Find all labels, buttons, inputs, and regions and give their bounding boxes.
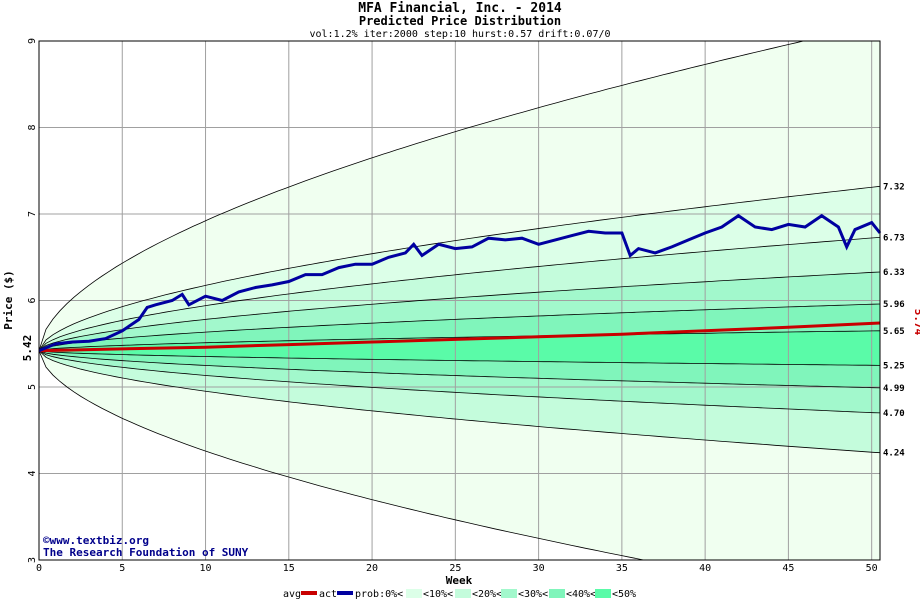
legend-band30-swatch xyxy=(501,589,517,598)
percentile-bands xyxy=(39,41,880,560)
curve-p20_upper xyxy=(39,237,880,351)
curve-p40_upper xyxy=(39,303,880,352)
curve-p40_lower xyxy=(39,350,880,389)
y-tick-label: 9 xyxy=(27,38,38,44)
legend-band50-swatch xyxy=(595,589,611,598)
legend: avg act prob:0%< <10%< <20%< <30%< <40%<… xyxy=(283,589,636,600)
x-tick-label: 20 xyxy=(366,563,378,574)
legend-band10-swatch xyxy=(406,589,422,598)
band-p40-p50-lower xyxy=(39,350,880,388)
y-tick-label: 6 xyxy=(27,297,38,303)
edge-label-p20_upper: 6.73 xyxy=(883,233,905,243)
legend-band20-swatch xyxy=(455,589,471,598)
legend-act-swatch xyxy=(337,591,353,595)
y-tick-label: 5 xyxy=(27,384,38,390)
end-price-label: 5.74 xyxy=(912,309,920,336)
credit-line-2: The Research Foundation of SUNY xyxy=(43,546,249,559)
y-tick-label: 3 xyxy=(27,557,38,563)
x-tick-label: 5 xyxy=(119,563,125,574)
y-tick-label: 8 xyxy=(27,124,38,130)
percentile-curves xyxy=(39,41,880,560)
y-axis-ticks: 3 4 5 6 7 8 9 xyxy=(27,38,38,563)
x-tick-label: 50 xyxy=(866,563,878,574)
x-tick-label: 30 xyxy=(533,563,545,574)
edge-label-p40_upper: 5.96 xyxy=(883,300,905,310)
legend-p50-label: <50% xyxy=(612,589,636,600)
y-tick-label: 7 xyxy=(27,211,38,217)
curve-p0_lower xyxy=(39,350,647,560)
band-p20-p30-lower xyxy=(39,350,880,453)
edge-label-p40_lower: 4.99 xyxy=(883,384,905,394)
curve-p30_lower xyxy=(39,350,880,414)
legend-avg-label: avg xyxy=(283,589,301,600)
band-p40-p50-upper xyxy=(39,304,880,351)
y-tick-label: 4 xyxy=(27,470,38,476)
chart-subtitle: Predicted Price Distribution xyxy=(359,14,561,28)
edge-label-p50_lower: 5.25 xyxy=(883,361,905,371)
curve-p50_lower xyxy=(39,350,880,366)
x-tick-label: 15 xyxy=(283,563,295,574)
chart-params: vol:1.2% iter:2000 step:10 hurst:0.57 dr… xyxy=(309,29,610,40)
chart-title: MFA Financial, Inc. - 2014 xyxy=(358,1,562,16)
credit-line-1: ©www.textbiz.org xyxy=(43,534,149,547)
x-axis-label: Week xyxy=(446,574,473,587)
curve-p30_upper xyxy=(39,271,880,352)
edge-label-p20_lower: 4.24 xyxy=(883,449,905,459)
legend-p30-label: <30%< xyxy=(518,589,548,600)
edge-label-p30_lower: 4.70 xyxy=(883,409,905,419)
band-p0-p20-lower xyxy=(39,350,880,560)
start-price-label: 5.42 xyxy=(21,335,34,362)
percentile-edge-labels: 7.32 6.73 6.33 5.96 5.65 5.25 4.99 4.70 4.24 xyxy=(883,182,905,458)
legend-band40-swatch xyxy=(549,589,565,598)
legend-avg-swatch xyxy=(301,591,317,595)
legend-p20-label: <20%< xyxy=(472,589,502,600)
x-tick-label: 40 xyxy=(699,563,711,574)
y-axis-label: Price ($) xyxy=(2,270,15,330)
legend-p10-label: <10%< xyxy=(423,589,453,600)
curve-p20_lower xyxy=(39,350,880,454)
x-tick-label: 0 xyxy=(36,563,42,574)
legend-act-label: act xyxy=(319,589,337,600)
x-tick-label: 25 xyxy=(449,563,461,574)
band-p30-p40-upper xyxy=(39,272,880,351)
x-axis-ticks: 0 5 10 15 20 25 30 35 40 45 50 xyxy=(36,563,878,574)
act-series-line xyxy=(38,213,882,353)
edge-label-p50_upper: 5.65 xyxy=(883,327,905,337)
band-p0-p10-upper xyxy=(39,41,880,351)
plot-frame xyxy=(38,40,881,561)
band-p50-center xyxy=(39,330,880,366)
band-p20-p30-upper xyxy=(39,237,880,351)
curve-p10_upper xyxy=(39,185,880,351)
edge-label-p30_upper: 6.33 xyxy=(883,268,905,278)
x-tick-label: 10 xyxy=(200,563,212,574)
x-tick-label: 45 xyxy=(782,563,794,574)
legend-p40-label: <40%< xyxy=(566,589,596,600)
band-p10-p20-upper xyxy=(39,186,880,351)
curve-p0_upper xyxy=(39,41,806,351)
edge-label-p10_upper: 7.32 xyxy=(883,182,905,192)
avg-series-line xyxy=(38,321,881,353)
band-p30-p40-lower xyxy=(39,350,880,413)
curve-p50_upper xyxy=(39,330,880,352)
legend-prob0-label: prob:0%< xyxy=(355,589,403,600)
x-tick-label: 35 xyxy=(616,563,628,574)
